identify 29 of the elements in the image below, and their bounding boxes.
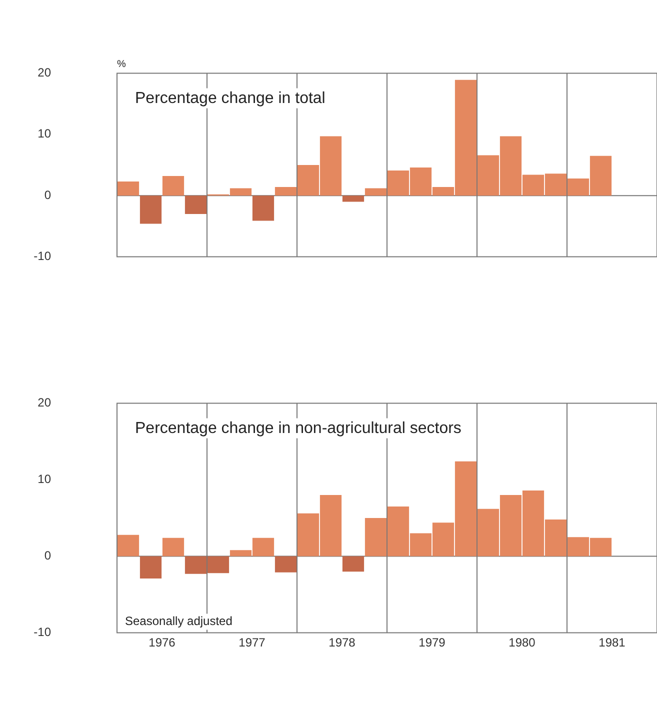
bar <box>342 196 364 202</box>
bar <box>162 176 184 196</box>
bar <box>252 196 274 221</box>
bar <box>140 196 162 224</box>
y-tick-label: -10 <box>34 625 52 640</box>
x-tick-label: 1977 <box>238 635 266 650</box>
x-tick-label: 1980 <box>508 635 536 650</box>
y-tick-label: 20 <box>38 396 52 410</box>
y-tick-label: 0 <box>44 188 52 202</box>
bar <box>140 556 162 578</box>
y-tick-label: 0 <box>44 548 52 563</box>
x-tick-label: 1976 <box>148 635 176 650</box>
bar <box>274 556 297 572</box>
y-tick-label: -10 <box>34 249 52 264</box>
text: Percentage change in non-agricultural sectors <box>135 420 462 438</box>
y-tick-label: 10 <box>38 472 52 486</box>
x-tick-label: 1981 <box>598 635 626 650</box>
bar <box>117 182 140 196</box>
x-tick-label: 1978 <box>328 635 356 650</box>
x-tick-label: 1979 <box>418 635 446 650</box>
bar <box>342 556 364 572</box>
annotation: Seasonally adjusted <box>125 614 232 628</box>
y-tick-label: 10 <box>38 126 52 141</box>
bar <box>117 534 140 556</box>
y-axis-title: % <box>117 59 126 70</box>
bar <box>162 538 184 556</box>
y-tick-label: 20 <box>38 66 52 80</box>
text: Percentage change in total <box>135 90 326 108</box>
bar <box>184 196 207 214</box>
